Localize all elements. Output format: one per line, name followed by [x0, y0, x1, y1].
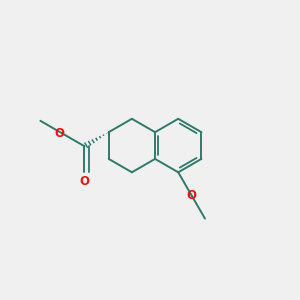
- Text: O: O: [54, 127, 64, 140]
- Text: O: O: [187, 189, 196, 202]
- Text: O: O: [80, 176, 89, 188]
